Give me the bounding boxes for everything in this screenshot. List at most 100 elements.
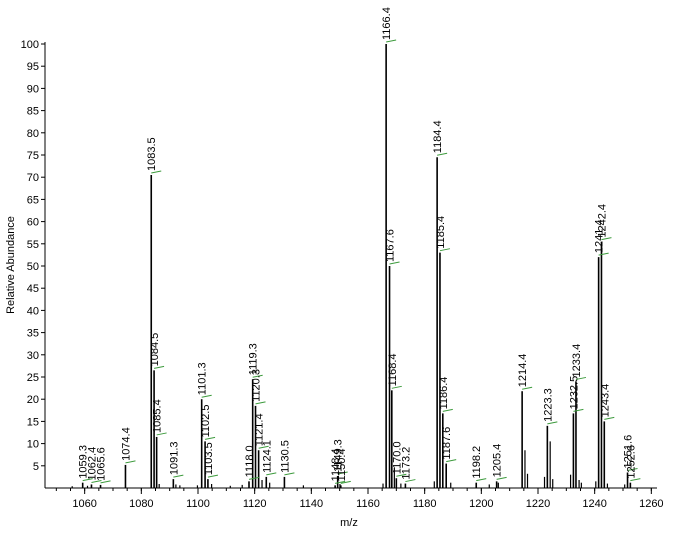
peak-label-leader [151, 170, 162, 174]
y-tick-label: 95 [27, 61, 39, 73]
peak-label-leader [125, 460, 136, 464]
peak-label: 1059.3 [78, 445, 90, 479]
peak-label-leader [604, 416, 615, 420]
peak-label-leader [391, 385, 402, 389]
y-tick-label: 85 [27, 106, 39, 118]
axes-layer: 5 10 15 20 25 30 35 40 45 50 55 60 65 70 75 80 85 90 95 100… [21, 39, 664, 510]
peak-label-leader [598, 252, 609, 256]
peak-label: 1085.4 [152, 399, 164, 433]
peak-label-leader [476, 478, 487, 482]
peak-label-leader [91, 479, 102, 483]
y-tick-label: 100 [21, 39, 39, 51]
y-tick-label: 90 [27, 83, 39, 95]
y-tick-label: 80 [27, 128, 39, 140]
x-tick-label: 1060 [72, 498, 96, 510]
peak-label: 1091.3 [168, 441, 180, 475]
y-axis-label: Relative Abundance [5, 216, 17, 314]
peak-label: 1186.4 [438, 377, 450, 410]
peak-label-leader [201, 394, 212, 398]
peak-label: 1168.4 [387, 353, 399, 386]
peak-label-leader [547, 421, 558, 425]
y-tick-label: 15 [27, 416, 39, 428]
peak-label-leader [82, 478, 93, 482]
peak-label: 1223.3 [542, 388, 554, 422]
peak-label: 1185.4 [435, 216, 447, 249]
peak-label-leader [522, 386, 533, 390]
peak-label-leader [340, 480, 351, 484]
peak-label: 1149.3 [333, 439, 345, 472]
peak-label-leader [389, 261, 400, 265]
peak-label-leader [284, 472, 295, 476]
peak-label: 1187.6 [441, 427, 453, 460]
y-tick-label: 30 [27, 350, 39, 362]
y-tick-label: 25 [27, 372, 39, 384]
peak-label-leader [439, 248, 451, 252]
x-tick-label: 1080 [129, 498, 153, 510]
x-tick-label: 1260 [639, 498, 663, 510]
peak-label-leader [156, 432, 167, 436]
peak-label-leader [266, 472, 277, 476]
peak-label: 1166.4 [381, 7, 393, 40]
peak-label: 1205.4 [492, 444, 504, 478]
y-tick-label: 20 [27, 394, 39, 406]
peak-label: 1074.4 [120, 427, 132, 461]
x-axis-label: m/z [340, 517, 358, 529]
peak-label-leader [153, 365, 165, 369]
peak-label: 1130.5 [279, 440, 291, 473]
peak-label: 1167.6 [385, 229, 397, 262]
peak-label-leader [627, 467, 638, 471]
y-tick-label: 35 [27, 328, 39, 340]
peak-label: 1241.4 [594, 219, 606, 253]
peak-label-leader [258, 445, 269, 449]
peak-label: 1232.5 [568, 376, 580, 410]
x-tick-label: 1100 [186, 498, 210, 510]
peak-label: 1124.1 [261, 440, 273, 473]
peak-label-leader [100, 480, 111, 484]
peak-label-leader [386, 39, 397, 43]
peak-label: 1121.4 [254, 413, 266, 446]
x-tick-label: 1180 [413, 498, 437, 510]
peak-label-leader [442, 408, 453, 412]
peak-label: 1118.0 [244, 445, 256, 477]
peak-label-leader [405, 479, 416, 483]
peak-label: 1242.4 [596, 204, 608, 238]
peak-label-leader [337, 471, 348, 475]
peak-label: 1120.3 [251, 369, 263, 402]
y-tick-label: 50 [27, 261, 39, 273]
y-tick-label: 55 [27, 239, 39, 251]
peak-label: 1083.5 [146, 137, 158, 171]
peak-label: 1065.6 [96, 447, 108, 481]
peak-label: 1170.0 [391, 441, 403, 474]
y-tick-label: 70 [27, 172, 39, 184]
peak-label: 1173.2 [400, 447, 412, 480]
peak-label: 1103.5 [203, 442, 215, 475]
peak-label-leader [573, 408, 584, 412]
peak-label: 1101.3 [197, 362, 209, 395]
x-tick-label: 1220 [526, 498, 550, 510]
peak-label-leader [248, 476, 260, 480]
y-tick-label: 40 [27, 305, 39, 317]
peak-label: 1233.4 [571, 344, 583, 378]
y-tick-label: 5 [33, 461, 39, 473]
peak-label-leader [173, 474, 184, 478]
peak-label-leader [204, 436, 216, 440]
peak-label-leader [630, 478, 641, 482]
peak-label: 1214.4 [517, 354, 529, 388]
peak-label-leader [255, 401, 266, 405]
peaks-layer [81, 44, 632, 488]
peak-label: 1252.6 [625, 445, 637, 479]
peak-label: 1150.4 [336, 449, 348, 482]
peak-label: 1251.6 [623, 435, 635, 469]
peak-label-leader [575, 376, 587, 380]
peak-label-leader [207, 474, 219, 478]
x-tick-label: 1240 [582, 498, 606, 510]
y-tick-label: 10 [27, 439, 39, 451]
y-tick-label: 45 [27, 283, 39, 295]
peak-label: 1102.5 [200, 405, 212, 438]
x-tick-label: 1200 [469, 498, 493, 510]
y-tick-label: 60 [27, 217, 39, 229]
peak-label-leader [396, 473, 407, 477]
